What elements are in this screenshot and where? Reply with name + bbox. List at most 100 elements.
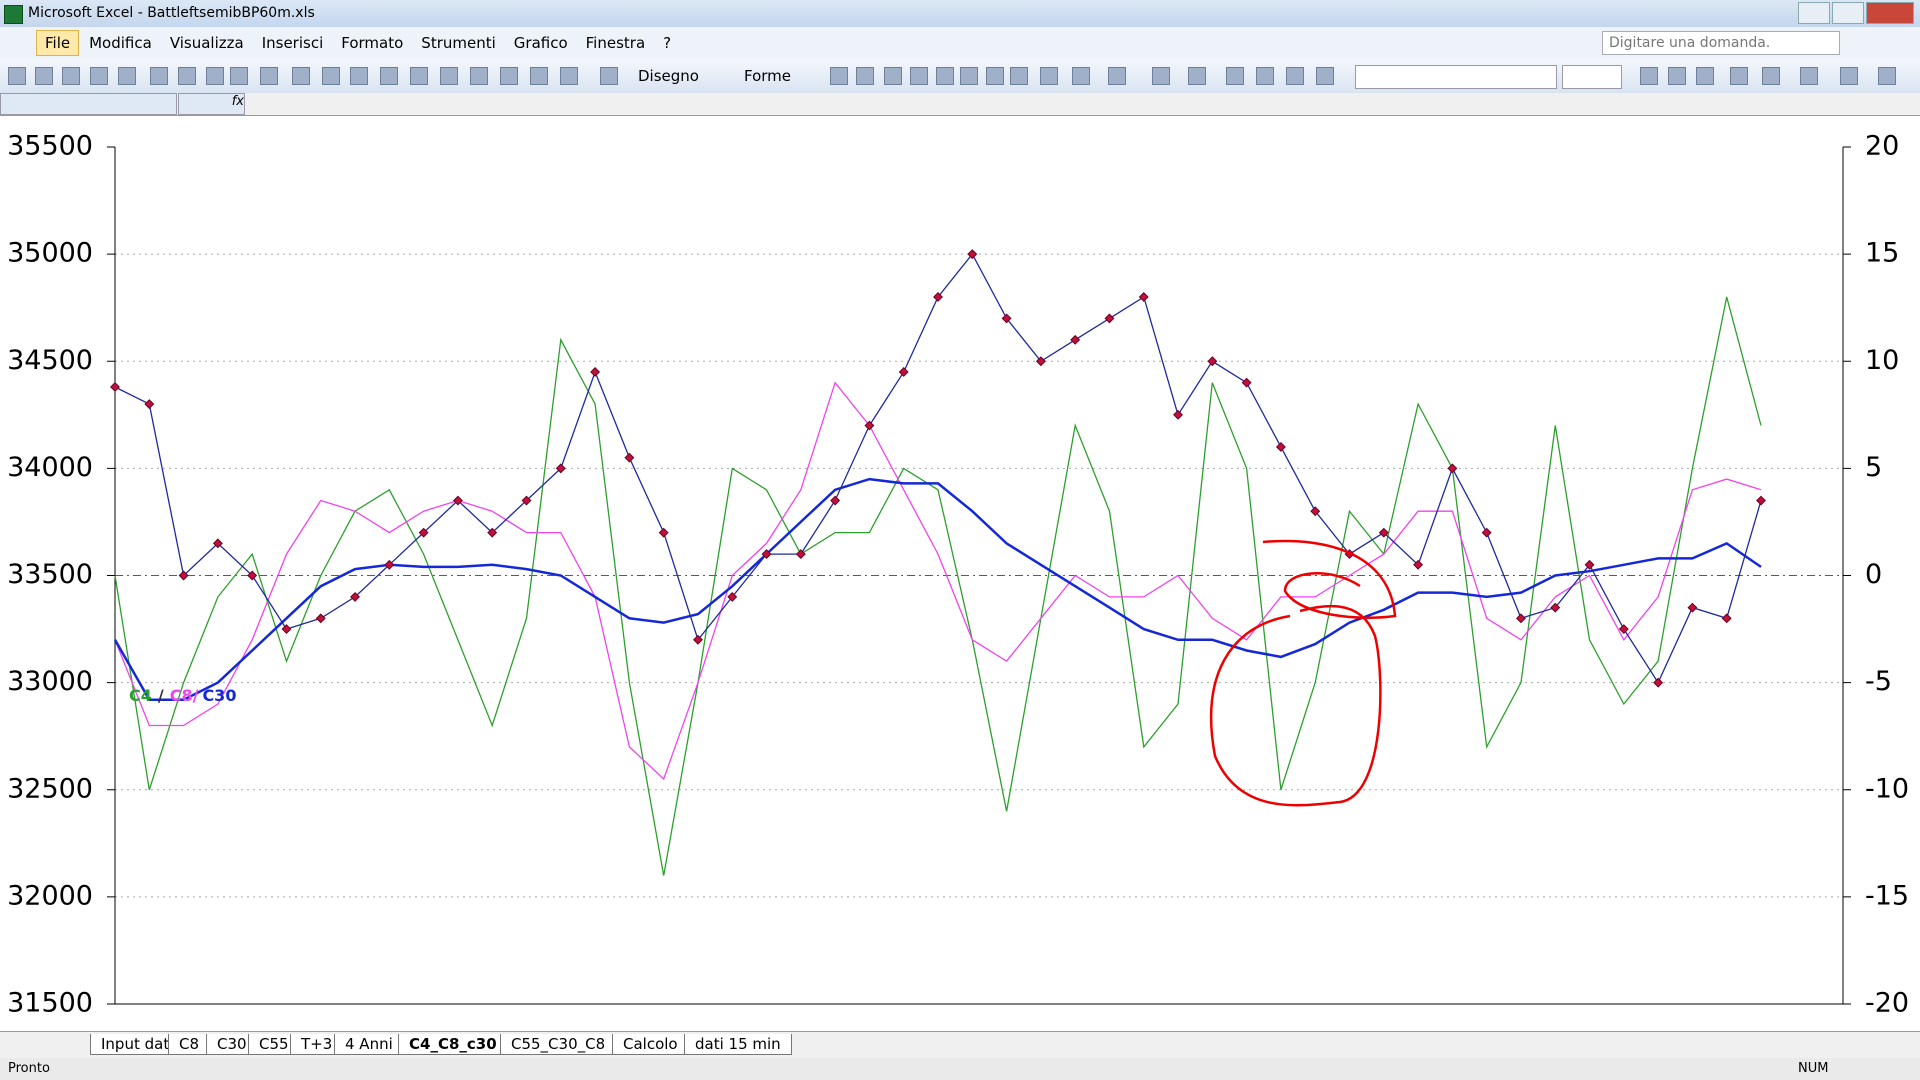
shapes-menu[interactable]: Forme <box>744 67 792 85</box>
tool-icon[interactable] <box>380 67 398 85</box>
tool-icon[interactable] <box>884 67 902 85</box>
close[interactable] <box>1866 2 1914 24</box>
tool-icon[interactable] <box>440 67 458 85</box>
font-box[interactable] <box>1355 65 1557 89</box>
tool-icon[interactable] <box>1878 67 1896 85</box>
sheet-tab[interactable]: 4 Anni <box>334 1034 404 1055</box>
y2-tick-label: 15 <box>1865 238 1899 269</box>
data-point <box>144 399 155 410</box>
minimize[interactable] <box>1798 2 1830 24</box>
y-tick-label: 31500 <box>7 988 93 1019</box>
tool-icon[interactable] <box>470 67 488 85</box>
sheet-tab[interactable]: C8 <box>168 1034 211 1055</box>
sheet-tab[interactable]: Calcolo <box>612 1034 689 1055</box>
tool-icon[interactable] <box>1108 67 1126 85</box>
tool-icon[interactable] <box>1072 67 1090 85</box>
tool-icon[interactable] <box>910 67 928 85</box>
sheet-tab[interactable]: T+3 <box>290 1034 344 1055</box>
tool-icon[interactable] <box>1040 67 1058 85</box>
menu-bar: File Modifica Visualizza Inserisci Formato St… <box>0 27 1920 59</box>
data-point <box>727 591 738 602</box>
y2-tick-label: 0 <box>1865 559 1882 590</box>
ask-box[interactable]: Digitare una domanda. <box>1602 31 1840 55</box>
tool-icon[interactable] <box>350 67 368 85</box>
tool-icon[interactable] <box>90 67 108 85</box>
tool-icon[interactable] <box>830 67 848 85</box>
title-bar: Microsoft Excel - BattleftsemibBP60m.xls <box>0 0 1920 27</box>
name-box[interactable] <box>0 93 177 115</box>
tool-icon[interactable] <box>1188 67 1206 85</box>
size-box[interactable] <box>1562 65 1622 89</box>
tool-icon[interactable] <box>530 67 548 85</box>
series-line <box>114 381 1762 781</box>
tool-icon[interactable] <box>1668 67 1686 85</box>
y2-tick-label: -10 <box>1865 773 1909 804</box>
tool-icon[interactable] <box>260 67 278 85</box>
menu-item[interactable]: File <box>36 30 80 56</box>
sheet-tab[interactable]: C55 <box>248 1034 300 1055</box>
tool-icon[interactable] <box>1800 67 1818 85</box>
data-point <box>1138 292 1149 302</box>
tool-icon[interactable] <box>1696 67 1714 85</box>
tool-icon[interactable] <box>936 67 954 85</box>
data-point <box>1275 442 1286 452</box>
tool-icon[interactable] <box>410 67 428 85</box>
tool-icon[interactable] <box>1762 67 1780 85</box>
tool-icon[interactable] <box>1010 67 1028 85</box>
tool-icon[interactable] <box>500 67 518 85</box>
tool-icon[interactable] <box>118 67 136 85</box>
sheet-tab[interactable]: C4_C8_c30 <box>398 1034 508 1055</box>
sheet-tab[interactable]: Input dati <box>90 1034 185 1055</box>
data-point <box>967 249 978 260</box>
tool-icon[interactable] <box>1840 67 1858 85</box>
series-line <box>114 296 1762 876</box>
menu-item[interactable]: Strumenti <box>421 34 496 52</box>
menu-item[interactable]: Formato <box>341 34 404 52</box>
menu-item[interactable]: ? <box>663 34 672 52</box>
tool-icon[interactable] <box>856 67 874 85</box>
tool-icon[interactable] <box>600 67 618 85</box>
menu-item[interactable]: Inserisci <box>261 34 324 52</box>
data-point <box>110 382 120 392</box>
tool-icon[interactable] <box>62 67 80 85</box>
tool-icon[interactable] <box>1226 67 1244 85</box>
app-icon <box>4 5 23 24</box>
menu-item[interactable]: Visualizza <box>169 34 244 52</box>
tool-icon[interactable] <box>1316 67 1334 85</box>
tool-icon[interactable] <box>150 67 168 85</box>
tool-icon[interactable] <box>178 67 196 85</box>
legend-entry: C30 <box>202 686 236 705</box>
tool-icon[interactable] <box>560 67 578 85</box>
tool-icon[interactable] <box>1152 67 1170 85</box>
data-point <box>1481 527 1492 538</box>
tool-icon[interactable] <box>1640 67 1658 85</box>
tool-icon[interactable] <box>986 67 1004 85</box>
fx-button[interactable]: fx <box>178 93 245 115</box>
legend-entry: C8/ <box>170 686 199 705</box>
maximize[interactable] <box>1832 2 1864 24</box>
tool-icon[interactable] <box>1730 67 1748 85</box>
sheet-tab[interactable]: C30 <box>206 1034 258 1055</box>
data-point <box>1550 602 1561 613</box>
tool-icon[interactable] <box>292 67 310 85</box>
y2-tick-label: 20 <box>1865 131 1899 162</box>
tool-icon[interactable] <box>35 67 53 85</box>
data-point <box>658 527 669 538</box>
menu-item[interactable]: Modifica <box>89 34 152 52</box>
toolbar: Disegno Forme <box>0 59 1920 93</box>
tool-icon[interactable] <box>8 67 26 85</box>
tool-icon[interactable] <box>322 67 340 85</box>
sheet-tab[interactable]: C55_C30_C8 <box>500 1034 617 1055</box>
data-point <box>1413 559 1424 570</box>
sheet-tab[interactable]: dati 15 min <box>684 1034 792 1055</box>
tool-icon[interactable] <box>230 67 248 85</box>
menu-item[interactable]: Grafico <box>513 34 568 52</box>
tool-icon[interactable] <box>960 67 978 85</box>
tool-icon[interactable] <box>1256 67 1274 85</box>
data-point <box>281 624 292 635</box>
tool-icon[interactable] <box>206 67 224 85</box>
draw-menu[interactable]: Disegno <box>638 67 699 85</box>
data-point <box>247 570 258 581</box>
tool-icon[interactable] <box>1286 67 1304 85</box>
menu-item[interactable]: Finestra <box>585 34 646 52</box>
